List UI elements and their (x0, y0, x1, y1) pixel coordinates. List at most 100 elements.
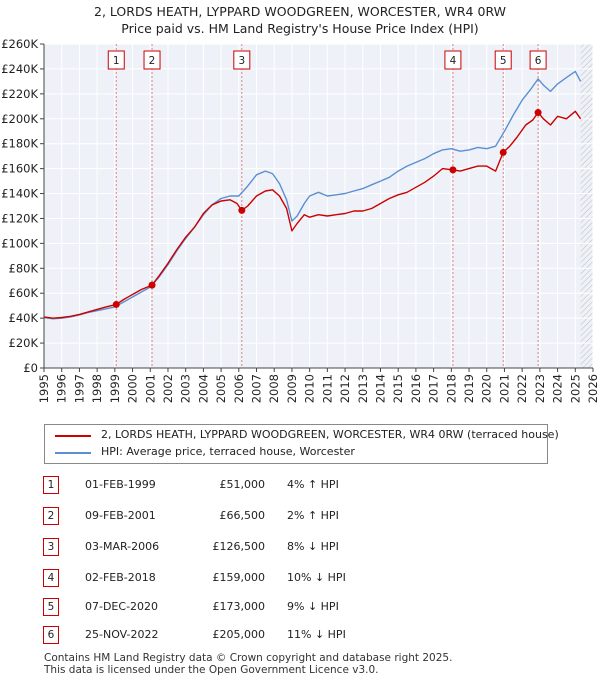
x-tick-label: 2008 (267, 374, 281, 403)
transaction-date: 09-FEB-2001 (85, 509, 156, 522)
legend-hpi-swatch (55, 452, 91, 454)
y-tick-label: £20K (9, 336, 39, 350)
x-tick-label: 2022 (515, 374, 529, 403)
x-tick-label: 2009 (285, 374, 299, 403)
legend-property-label: 2, LORDS HEATH, LYPPARD WOODGREEN, WORCE… (101, 428, 559, 441)
y-tick-label: £160K (1, 162, 38, 176)
sale-label-box (444, 50, 462, 70)
footer-line-2: This data is licensed under the Open Gov… (44, 664, 379, 676)
series-line (43, 70, 582, 320)
legend: 2, LORDS HEATH, LYPPARD WOODGREEN, WORCE… (44, 424, 559, 464)
plot-area (44, 44, 593, 368)
y-tick-label: £100K (1, 236, 38, 250)
sale-label: 2 (149, 55, 156, 67)
x-tick-label: 2026 (586, 374, 600, 403)
x-tick-label: 2015 (391, 374, 405, 403)
footer-attribution: Contains HM Land Registry data © Crown c… (44, 652, 452, 676)
transaction-price: £51,000 (219, 478, 266, 491)
x-tick-label: 1998 (90, 374, 104, 403)
x-tick-label: 2024 (551, 374, 565, 403)
x-tick-label: 2003 (179, 374, 193, 403)
y-tick-label: £40K (9, 311, 39, 325)
transaction-price: £66,500 (219, 509, 266, 522)
transaction-number: 5 (43, 598, 59, 616)
table-row: 5 07-DEC-2020 £173,000 9% ↓ HPI (0, 597, 600, 617)
transaction-hpi: 9% ↓ HPI (287, 600, 339, 613)
x-tick-label: 2017 (427, 374, 441, 403)
sale-point (112, 300, 120, 308)
x-tick-label: 2013 (356, 374, 370, 403)
table-row: 2 09-FEB-2001 £66,500 2% ↑ HPI (0, 506, 600, 526)
chart-title-line1: 2, LORDS HEATH, LYPPARD WOODGREEN, WORCE… (94, 4, 506, 19)
transaction-hpi: 4% ↑ HPI (287, 478, 339, 491)
transaction-date: 25-NOV-2022 (85, 628, 159, 641)
sale-point (148, 281, 156, 289)
x-tick-label: 2021 (497, 374, 511, 403)
forecast-hatch (580, 44, 593, 368)
y-tick-label: £0 (23, 361, 38, 375)
transaction-date: 02-FEB-2018 (85, 571, 156, 584)
transaction-number: 1 (43, 476, 59, 494)
x-tick-label: 2016 (409, 374, 423, 403)
x-tick-label: 2005 (214, 374, 228, 403)
sale-label: 1 (113, 55, 120, 67)
transaction-price: £205,000 (212, 628, 266, 641)
x-tick-label: 2010 (303, 374, 317, 403)
transaction-hpi: 11% ↓ HPI (287, 628, 346, 641)
y-tick-label: £200K (1, 112, 38, 126)
transaction-date: 03-MAR-2006 (85, 540, 160, 553)
x-tick-label: 2018 (444, 374, 458, 403)
sale-label: 6 (535, 55, 542, 67)
transaction-date: 01-FEB-1999 (85, 478, 156, 491)
x-tick-label: 2023 (533, 374, 547, 403)
x-tick-label: 2006 (232, 374, 246, 403)
transaction-price: £173,000 (212, 600, 266, 613)
sale-point (534, 109, 542, 117)
x-tick-label: 2007 (250, 374, 264, 403)
x-tick-label: 2025 (568, 374, 582, 403)
x-tick-label: 2020 (480, 374, 494, 403)
y-tick-label: £140K (1, 187, 38, 201)
x-tick-label: 2011 (320, 374, 334, 403)
y-tick-label: £60K (9, 286, 39, 300)
sale-label-box (107, 50, 125, 70)
x-tick-label: 1997 (72, 374, 86, 403)
sale-point (238, 206, 246, 214)
sale-label-box (494, 50, 512, 70)
legend-hpi-label: HPI: Average price, terraced house, Worc… (101, 445, 355, 458)
transaction-number: 6 (43, 626, 59, 644)
sale-label-box (529, 50, 547, 70)
sale-label-box (143, 50, 161, 70)
transaction-price: £126,500 (212, 540, 266, 553)
transaction-price: £159,000 (212, 571, 266, 584)
x-tick-label: 1999 (108, 374, 122, 403)
x-tick-label: 2014 (373, 374, 387, 403)
legend-property-swatch (55, 435, 91, 437)
table-row: 1 01-FEB-1999 £51,000 4% ↑ HPI (0, 475, 600, 495)
transaction-hpi: 2% ↑ HPI (287, 509, 339, 522)
transaction-number: 4 (43, 569, 59, 587)
chart-title-line2: Price paid vs. HM Land Registry's House … (121, 21, 479, 36)
sale-label: 3 (238, 55, 245, 67)
y-tick-label: £260K (1, 37, 38, 51)
x-tick-label: 1995 (37, 374, 51, 403)
sale-label: 5 (500, 55, 507, 67)
price-chart: 1 2 3 4 5 6 £0 £20K £40K £60K £80K £100K £120K £140K… (1, 37, 600, 403)
y-tick-label: £120K (1, 211, 38, 225)
sale-label-box (233, 50, 251, 70)
x-tick-label: 2000 (126, 374, 140, 403)
footer-line-1: Contains HM Land Registry data © Crown c… (44, 652, 453, 664)
transaction-number: 3 (43, 538, 59, 556)
y-tick-label: £240K (1, 62, 38, 76)
y-tick-label: £220K (1, 87, 38, 101)
sale-point (449, 166, 457, 174)
y-tick-label: £180K (1, 137, 38, 151)
table-row: 4 02-FEB-2018 £159,000 10% ↓ HPI (0, 568, 600, 588)
transaction-number: 2 (43, 507, 59, 525)
sale-point (499, 148, 507, 156)
table-row: 3 03-MAR-2006 £126,500 8% ↓ HPI (0, 537, 600, 557)
x-tick-label: 1996 (55, 374, 69, 403)
transaction-hpi: 8% ↓ HPI (287, 540, 339, 553)
x-tick-label: 2001 (143, 374, 157, 403)
x-tick-label: 2012 (338, 374, 352, 403)
